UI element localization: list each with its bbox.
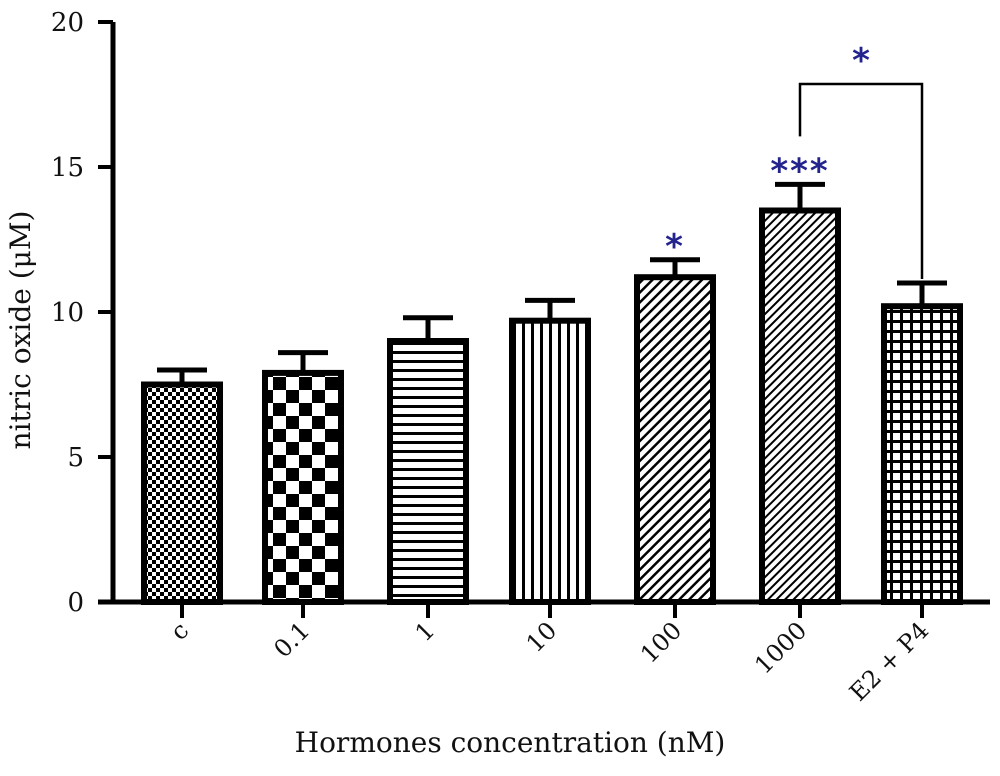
y-tick-label: 15 [51, 153, 84, 183]
bar [262, 369, 344, 605]
bar [759, 207, 841, 605]
y-tick-label: 5 [67, 443, 84, 473]
y-tick-label: 0 [67, 588, 84, 618]
significance-annotations: ***** [665, 41, 924, 279]
x-tick-label: 10 [521, 616, 562, 657]
significance-label: * [852, 41, 870, 81]
bar [509, 317, 591, 605]
x-tick-label: E2 + P4 [844, 616, 934, 706]
y-tick-label: 20 [51, 8, 84, 38]
x-tick-label: 1 [410, 616, 441, 647]
bar [634, 274, 716, 605]
x-tick-label: 1000 [749, 616, 812, 679]
x-tick-label: 0.1 [268, 616, 315, 663]
bars [141, 181, 963, 605]
bar [881, 303, 963, 605]
x-tick-label: c [165, 616, 194, 645]
significance-bracket [798, 82, 924, 279]
significance-label: *** [770, 151, 829, 191]
x-axis-title: Hormones concentration (nM) [295, 726, 726, 759]
significance-label: * [665, 227, 685, 267]
y-axis-title: nitric oxide (μM) [4, 211, 37, 450]
x-tick-label: 100 [635, 616, 687, 668]
bar [141, 381, 223, 605]
bar [387, 338, 469, 605]
y-tick-label: 10 [51, 298, 84, 328]
